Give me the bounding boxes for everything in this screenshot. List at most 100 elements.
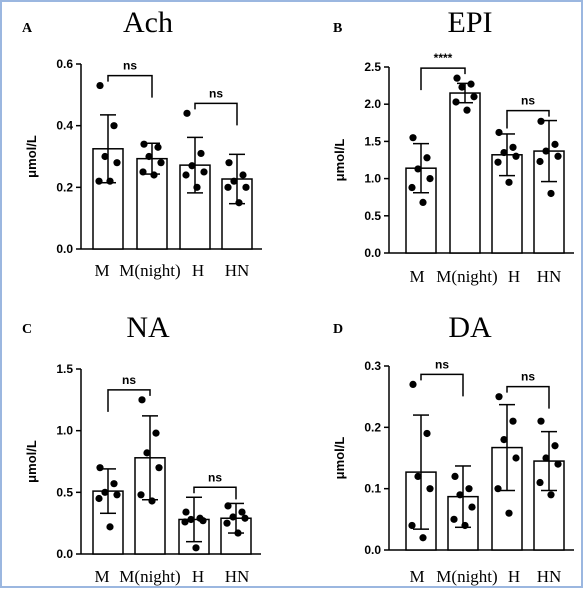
data-point bbox=[145, 152, 153, 161]
y-tick-label: 1.0 bbox=[56, 424, 73, 438]
y-tick-label: 0.5 bbox=[56, 485, 73, 499]
data-point bbox=[554, 152, 562, 160]
data-point bbox=[468, 503, 476, 511]
data-point bbox=[187, 515, 195, 524]
data-point bbox=[537, 117, 545, 125]
data-point bbox=[101, 488, 109, 496]
data-point bbox=[547, 189, 555, 198]
significance-bracket bbox=[107, 389, 151, 412]
category-label: M bbox=[94, 261, 109, 280]
data-point bbox=[181, 518, 189, 526]
y-tick-label: 2.5 bbox=[364, 60, 381, 74]
data-point bbox=[551, 140, 559, 148]
category-label: HN bbox=[537, 267, 562, 286]
data-point bbox=[495, 393, 503, 401]
data-point bbox=[197, 149, 205, 158]
data-point bbox=[536, 157, 544, 166]
data-point bbox=[193, 183, 201, 191]
data-point bbox=[95, 494, 103, 503]
category-label: HN bbox=[537, 567, 562, 586]
data-point bbox=[182, 171, 190, 179]
y-axis-label: μmol/L bbox=[332, 437, 347, 480]
data-point bbox=[154, 143, 162, 151]
data-point bbox=[225, 159, 233, 167]
data-point bbox=[230, 177, 238, 185]
data-point bbox=[238, 508, 246, 516]
y-tick-label: 0.2 bbox=[364, 420, 381, 434]
data-point bbox=[458, 83, 466, 91]
data-point bbox=[494, 485, 502, 493]
data-point bbox=[551, 442, 559, 450]
data-point bbox=[509, 143, 517, 151]
data-point bbox=[155, 464, 163, 472]
data-point bbox=[419, 198, 427, 207]
category-label: H bbox=[508, 267, 520, 286]
y-axis-label: μmol/L bbox=[24, 440, 39, 483]
significance-bracket bbox=[506, 109, 550, 129]
panel-title: NA bbox=[126, 311, 170, 344]
data-point bbox=[224, 183, 232, 191]
category-label: H bbox=[192, 261, 204, 280]
data-point bbox=[139, 168, 147, 176]
y-tick-label: 1.5 bbox=[364, 134, 381, 148]
y-tick-label: 0.0 bbox=[56, 242, 73, 256]
data-point bbox=[456, 491, 464, 499]
data-point bbox=[229, 513, 237, 521]
data-point bbox=[426, 175, 434, 183]
category-label: HN bbox=[225, 567, 250, 586]
data-point bbox=[96, 464, 104, 472]
data-point bbox=[450, 515, 458, 523]
data-point bbox=[512, 454, 520, 462]
data-point bbox=[547, 491, 555, 499]
y-tick-label: 1.5 bbox=[56, 362, 73, 376]
significance-bracket bbox=[194, 102, 238, 126]
data-point bbox=[423, 429, 431, 438]
significance-label: ns bbox=[209, 86, 223, 100]
data-point bbox=[509, 417, 517, 425]
data-point bbox=[542, 147, 550, 155]
data-point bbox=[542, 454, 550, 462]
category-label: H bbox=[192, 567, 204, 586]
data-point bbox=[554, 460, 562, 468]
significance-label: ns bbox=[123, 59, 137, 73]
data-point bbox=[463, 106, 471, 114]
category-label: M bbox=[94, 567, 109, 586]
data-point bbox=[452, 98, 460, 106]
data-point bbox=[200, 168, 208, 176]
data-point bbox=[494, 158, 502, 166]
data-point bbox=[140, 140, 148, 148]
y-tick-label: 0.5 bbox=[364, 209, 381, 223]
significance-label: ns bbox=[208, 470, 222, 484]
y-tick-label: 1.0 bbox=[364, 172, 381, 186]
data-point bbox=[106, 177, 114, 185]
data-point bbox=[505, 509, 513, 517]
category-label: M(night) bbox=[436, 567, 497, 586]
panel-title: EPI bbox=[448, 6, 493, 39]
bar-2 bbox=[449, 92, 481, 254]
data-point bbox=[241, 514, 249, 522]
y-axis-label: μmol/L bbox=[24, 135, 39, 178]
significance-label: ns bbox=[122, 373, 136, 387]
panel-letter: B bbox=[333, 21, 342, 36]
data-point bbox=[537, 417, 545, 425]
data-point bbox=[138, 396, 146, 404]
data-point bbox=[143, 449, 151, 457]
panel-letter: C bbox=[22, 322, 32, 337]
panel-letter: A bbox=[22, 21, 33, 36]
data-point bbox=[495, 128, 503, 137]
panel-a: A Ach 0.0 0.2 0.4 0.6 μmol/L M M(night) H HN ns ns bbox=[22, 6, 262, 280]
data-point bbox=[470, 93, 478, 101]
data-point bbox=[192, 544, 200, 552]
panel-b: B EPI 0.0 0.5 1.0 1.5 2.0 2.5 μmol/L M M(night) H HN… bbox=[332, 6, 574, 286]
y-tick-label: 0.0 bbox=[364, 246, 381, 260]
data-point bbox=[95, 177, 103, 185]
category-label: H bbox=[508, 567, 520, 586]
data-point bbox=[414, 472, 422, 480]
data-point bbox=[419, 534, 427, 542]
category-label: M bbox=[409, 267, 424, 286]
data-point bbox=[137, 491, 145, 499]
category-label: M bbox=[409, 567, 424, 586]
significance-bracket bbox=[420, 67, 466, 91]
